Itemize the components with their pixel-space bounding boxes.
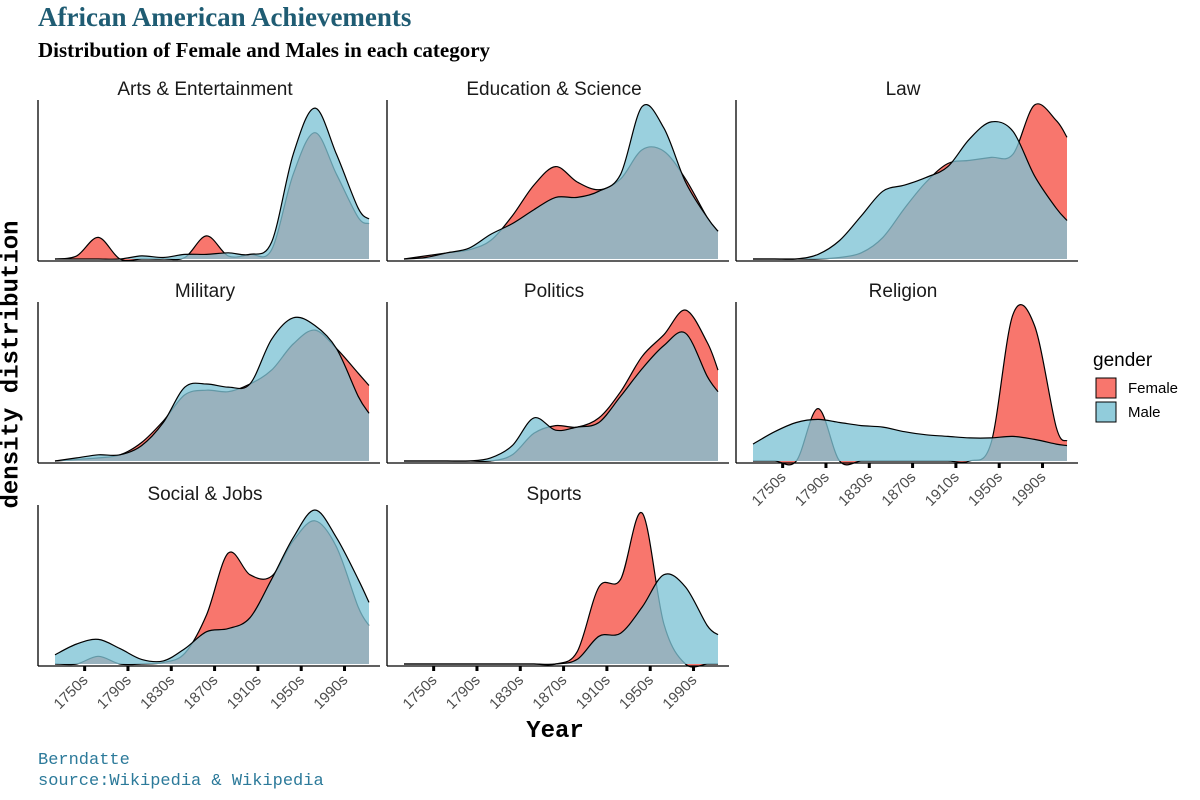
x-axis-label: Year	[526, 718, 584, 745]
x-tick-label: 1870s	[180, 672, 221, 713]
male-density-line	[753, 120, 1068, 260]
x-tick-label: 1950s	[965, 469, 1006, 510]
male-density-line	[54, 316, 370, 462]
facet-title: Military	[175, 281, 236, 302]
x-tick-label: 1790s	[792, 469, 833, 510]
x-tick-label: 1990s	[310, 672, 351, 713]
facet-law: Law	[735, 79, 1078, 262]
x-tick-label: 1910s	[573, 672, 614, 713]
x-tick-label: 1830s	[137, 672, 178, 713]
facet-title: Education & Science	[466, 79, 641, 100]
male-density-line	[403, 104, 719, 260]
male-density-area	[55, 510, 369, 664]
facet-title: Politics	[524, 281, 584, 302]
facet-religion: Religion 1750s 1790s 1830s 1870s 1910s 1950s 19…	[735, 281, 1078, 510]
facet-politics: Politics	[386, 281, 729, 464]
x-tick-label: 1950s	[267, 672, 308, 713]
legend-label-male: Male	[1128, 404, 1161, 421]
x-tick-label: 1910s	[224, 672, 265, 713]
male-density-area	[753, 419, 1067, 461]
x-tick-label: 1750s	[400, 672, 441, 713]
x-tick-label: 1990s	[1008, 469, 1049, 510]
male-density-line	[752, 418, 1068, 447]
facet-title: Law	[886, 79, 921, 100]
caption-author: Berndatte	[38, 751, 130, 770]
x-tick-label: 1830s	[835, 469, 876, 510]
facet-title: Social & Jobs	[147, 484, 262, 505]
male-density-area	[753, 121, 1067, 260]
male-density-line	[404, 573, 719, 665]
facet-arts-entertainment: Arts & Entertainment	[37, 79, 380, 262]
male-density-line	[54, 509, 370, 663]
facet-title: Arts & Entertainment	[117, 79, 293, 100]
caption-source: source:Wikipedia & Wikipedia	[38, 772, 324, 791]
male-density-line	[55, 107, 370, 260]
male-density-line	[404, 331, 719, 462]
legend-title: gender	[1093, 350, 1153, 371]
legend-swatch-female	[1095, 377, 1117, 399]
facet-military: Military	[37, 281, 380, 464]
male-density-area	[404, 573, 718, 665]
x-tick-label: 1790s	[94, 672, 135, 713]
x-tick-label: 1870s	[529, 672, 570, 713]
x-tick-label: 1750s	[51, 672, 92, 713]
legend-swatch-male	[1095, 401, 1117, 423]
male-density-area	[55, 317, 369, 461]
chart-subtitle: Distribution of Female and Males in each…	[38, 38, 491, 62]
caption: Berndatte source:Wikipedia & Wikipedia	[38, 750, 324, 792]
chart-title: African American Achievements	[38, 2, 412, 32]
x-tick-label: 1950s	[616, 672, 657, 713]
legend-label-female: Female	[1128, 380, 1178, 397]
facet-title: Sports	[527, 484, 582, 505]
x-tick-label: 1790s	[443, 672, 484, 713]
x-tick-label: 1870s	[878, 469, 919, 510]
male-density-area	[404, 331, 718, 462]
male-density-area	[55, 108, 369, 260]
facet-education-science: Education & Science	[386, 79, 729, 262]
x-tick-label: 1990s	[659, 672, 700, 713]
facet-sports: Sports 1750s 1790s 1830s 1870s 1910s 1950s 1990…	[386, 484, 729, 713]
x-tick-label: 1910s	[922, 469, 963, 510]
x-tick-label: 1750s	[749, 469, 790, 510]
legend: gender Female Male	[1093, 350, 1178, 423]
facet-title: Religion	[869, 281, 938, 302]
male-density-area	[404, 104, 718, 259]
x-tick-label: 1830s	[486, 672, 527, 713]
